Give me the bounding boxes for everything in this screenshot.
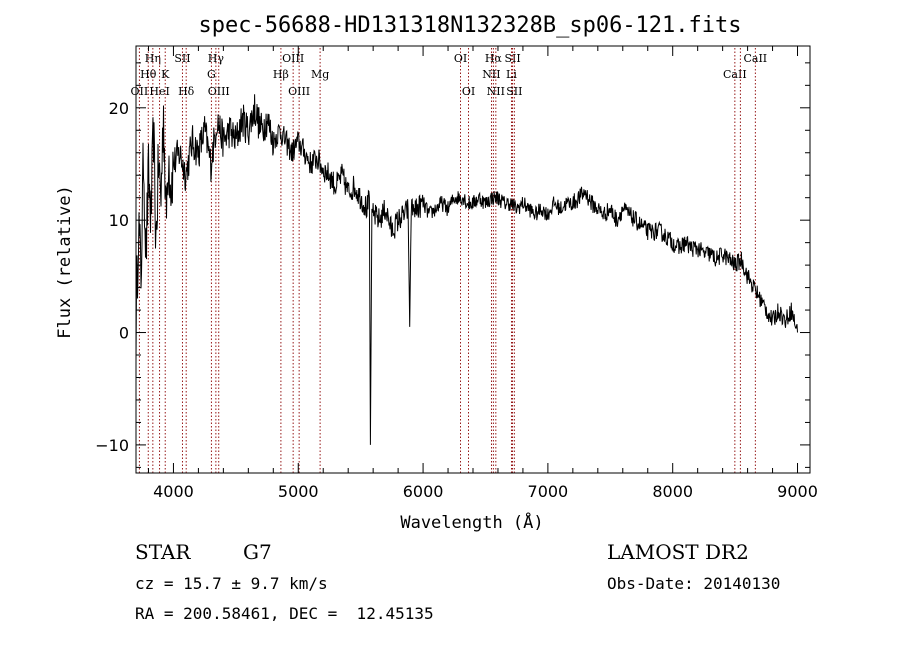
line-label-21: SII <box>506 85 522 98</box>
x-tick-label-2: 6000 <box>403 482 444 501</box>
spectrum-line <box>135 94 798 445</box>
line-label-3: OII <box>131 85 149 98</box>
line-label-1: Hθ <box>140 68 157 81</box>
spectrum-series <box>135 94 798 445</box>
coordinates-readout: RA = 200.58461, DEC = 12.45135 <box>135 604 434 623</box>
line-label-8: G <box>207 68 216 81</box>
line-label-18: NII <box>482 68 500 81</box>
line-label-0: Hη <box>145 52 161 65</box>
survey-name: LAMOST DR2 <box>607 540 749 564</box>
observation-date: Obs-Date: 20140130 <box>607 574 781 593</box>
line-label-9: OIII <box>208 85 230 98</box>
line-label-6: Hδ <box>178 85 195 98</box>
line-label-15: OI <box>462 85 475 98</box>
line-label-14: OI <box>454 52 467 65</box>
y-tick-label-2: 10 <box>109 211 129 230</box>
line-label-5: SII <box>174 52 190 65</box>
line-label-19: Li <box>506 68 517 81</box>
line-label-17: SII <box>504 52 520 65</box>
x-tick-label-0: 4000 <box>153 482 194 501</box>
line-label-12: Mg <box>311 68 329 81</box>
x-tick-label-4: 8000 <box>652 482 693 501</box>
line-label-7: Hγ <box>208 52 225 65</box>
line-label-10: OIII <box>282 52 304 65</box>
redshift-readout: cz = 15.7 ± 9.7 km/s <box>135 574 328 593</box>
line-label-13: OIII <box>288 85 310 98</box>
line-label-2: K <box>161 68 170 81</box>
object-subclass: G7 <box>243 540 272 564</box>
line-label-16: Hα <box>485 52 503 65</box>
line-label-20: NII <box>487 85 505 98</box>
chart-title: spec-56688-HD131318N132328B_sp06-121.fit… <box>198 13 741 38</box>
line-label-11: Hβ <box>273 68 289 81</box>
line-label-4: HeI <box>149 85 169 98</box>
axes: 4000 5000 6000 7000 8000 9000 −10 0 10 20 <box>95 46 818 501</box>
x-tick-label-5: 9000 <box>777 482 818 501</box>
y-tick-label-3: 20 <box>109 99 129 118</box>
y-tick-label-0: −10 <box>95 436 129 455</box>
y-tick-label-1: 0 <box>119 324 129 343</box>
line-label-22: CaII <box>743 52 767 65</box>
y-axis-label: Flux (relative) <box>55 185 75 339</box>
x-tick-label-3: 7000 <box>528 482 569 501</box>
x-tick-label-1: 5000 <box>278 482 319 501</box>
x-axis-label: Wavelength (Å) <box>400 511 543 533</box>
object-class: STAR <box>135 540 191 564</box>
line-label-23: CaII <box>723 68 747 81</box>
